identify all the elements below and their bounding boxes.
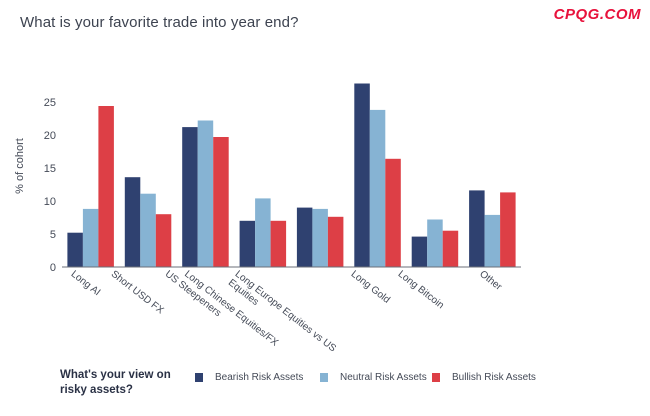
bar — [213, 137, 229, 267]
bar — [182, 127, 198, 267]
bar — [155, 214, 172, 267]
legend-label: Bullish Risk Assets — [452, 372, 536, 383]
bar — [427, 219, 443, 267]
x-tick-label: Long Gold — [349, 269, 392, 306]
y-tick-label: 15 — [44, 163, 56, 175]
legend-swatch — [195, 373, 203, 382]
x-tick-label: Long AI — [69, 269, 103, 299]
bar — [411, 236, 428, 267]
bar — [82, 208, 99, 267]
bar — [469, 190, 485, 267]
legend-title: What's your view on risky assets? — [60, 368, 171, 398]
bar — [239, 220, 256, 267]
bar — [255, 198, 271, 267]
y-tick-label: 5 — [50, 229, 56, 241]
y-tick-label: 10 — [44, 196, 56, 208]
legend-label: Bearish Risk Assets — [215, 372, 304, 383]
bar — [270, 220, 287, 267]
legend-title-line-1: What's your view on — [60, 369, 171, 381]
watermark-logo: CPQG.COM — [553, 6, 641, 23]
chart-title: What is your favorite trade into year en… — [20, 14, 299, 31]
bar — [98, 106, 114, 267]
bar — [385, 158, 401, 267]
x-tick-label: Short USD FX — [109, 269, 166, 317]
bar — [354, 83, 370, 267]
y-tick-label: 0 — [50, 262, 56, 274]
bar — [197, 120, 214, 267]
bar — [442, 230, 459, 267]
legend-swatch — [432, 373, 440, 382]
x-tick-label: Other — [477, 269, 504, 293]
bar — [500, 192, 516, 267]
bar — [124, 177, 141, 267]
bar — [140, 193, 156, 267]
legend-swatch — [320, 373, 328, 382]
legend-label: Neutral Risk Assets — [340, 372, 427, 383]
y-tick-label: 20 — [44, 130, 56, 142]
legend-title-line-2: risky assets? — [60, 384, 133, 396]
y-tick-label: 25 — [44, 97, 56, 109]
bar — [484, 214, 501, 267]
bar — [369, 109, 386, 268]
bar — [312, 208, 328, 267]
bar — [327, 216, 344, 267]
bar — [296, 207, 313, 267]
x-tick-label: Long Bitcoin — [396, 269, 446, 312]
y-axis-label: % of cohort — [14, 138, 26, 194]
bar — [67, 232, 83, 267]
